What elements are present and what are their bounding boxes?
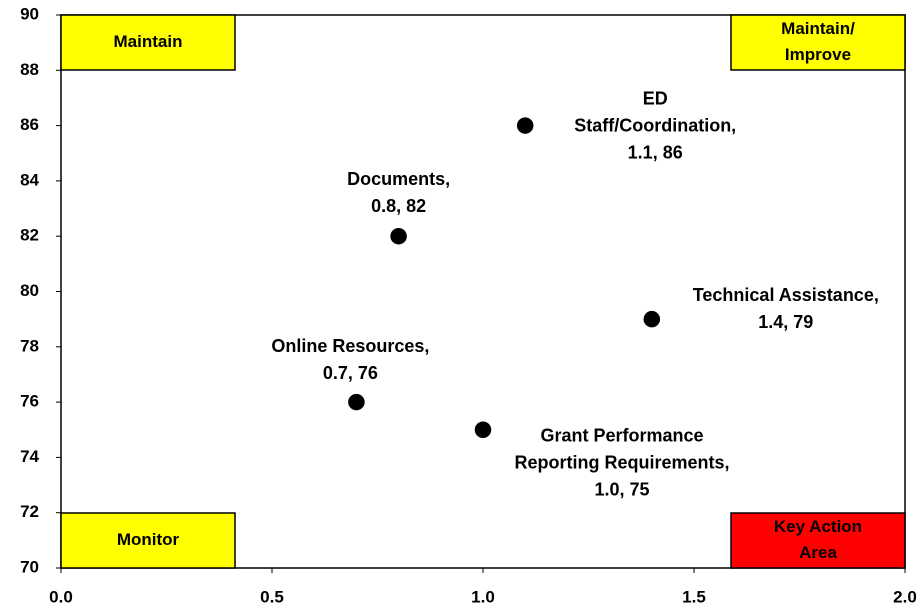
- quadrant-label: Maintain: [114, 32, 183, 51]
- y-tick-label: 72: [20, 502, 39, 521]
- point-label: Staff/Coordination,: [574, 115, 736, 135]
- x-tick-label: 2.0: [893, 587, 917, 606]
- quadrant-label: Maintain/: [781, 19, 855, 38]
- quadrant-label: Key Action: [774, 517, 862, 536]
- y-tick-label: 74: [20, 447, 39, 466]
- point-label: 1.1, 86: [628, 142, 683, 162]
- point: [346, 392, 367, 412]
- y-tick-label: 78: [20, 336, 39, 355]
- y-tick-label: 76: [20, 392, 39, 411]
- plot-area: [60, 14, 906, 569]
- y-tick-label: 90: [20, 4, 39, 23]
- quadrant-box: [60, 512, 236, 569]
- point-label: Grant Performance: [540, 426, 703, 446]
- point-label: ED: [643, 88, 668, 108]
- point: [473, 420, 493, 440]
- quadrant-label: Monitor: [117, 530, 180, 549]
- x-tick-label: 0.5: [260, 587, 284, 606]
- point-label: Reporting Requirements,: [514, 453, 729, 473]
- quadrant-box: [730, 14, 906, 71]
- point-label: 0.8, 82: [371, 196, 426, 216]
- x-tick-label: 0.0: [49, 587, 73, 606]
- quadrant-box: [730, 512, 906, 569]
- x-tick-label: 1.0: [471, 587, 495, 606]
- point: [642, 309, 662, 329]
- y-tick-label: 86: [20, 115, 39, 134]
- y-tick-label: 70: [20, 557, 39, 576]
- y-tick-label: 80: [20, 281, 39, 300]
- quadrant-label: Area: [799, 543, 837, 562]
- point-label: Documents,: [347, 169, 450, 189]
- point-label: 1.0, 75: [594, 480, 649, 500]
- quadrant-box: [60, 14, 236, 71]
- point-label: 0.7, 76: [323, 363, 378, 383]
- y-tick-label: 82: [20, 226, 39, 245]
- point-label: Online Resources,: [271, 336, 429, 356]
- point-label: 1.4, 79: [758, 312, 813, 332]
- y-tick-label: 84: [20, 170, 39, 189]
- y-tick-label: 88: [20, 60, 39, 79]
- point: [515, 115, 535, 136]
- quadrant-label: Improve: [785, 45, 851, 64]
- point-label: Technical Assistance,: [693, 285, 879, 305]
- point: [388, 226, 409, 246]
- x-tick-label: 1.5: [682, 587, 706, 606]
